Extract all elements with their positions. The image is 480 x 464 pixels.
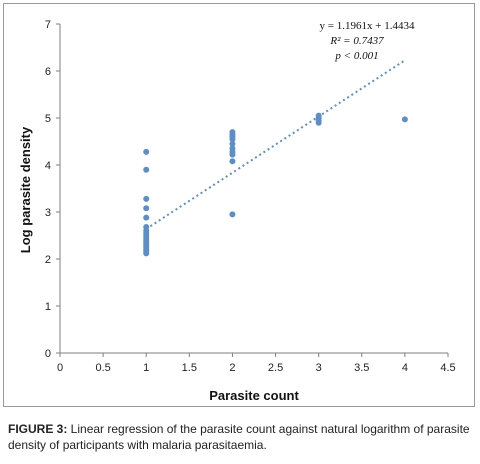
- regression-equation: y = 1.1961x + 1.4434: [320, 20, 415, 32]
- p-value-label: p < 0.001: [334, 50, 378, 62]
- x-tick-label: 2.5: [268, 362, 283, 374]
- y-tick-label: 6: [45, 66, 51, 78]
- data-point: [229, 140, 236, 147]
- data-point: [315, 119, 322, 126]
- x-tick-label: 2: [229, 362, 235, 374]
- x-axis-title: Parasite count: [209, 388, 299, 403]
- x-tick-label: 3.5: [354, 362, 369, 374]
- data-point: [143, 195, 150, 202]
- x-tick-label: 0.5: [95, 362, 110, 374]
- y-axis-title: Log parasite density: [18, 126, 33, 253]
- x-tick-label: 3: [316, 362, 322, 374]
- y-tick-label: 4: [45, 160, 51, 172]
- axes: 0 0.5 1 1.5 2 2.5 3 3.5 4 4.5 0 1 2 3 4 5 6 7: [45, 19, 456, 374]
- y-tick-label: 5: [45, 113, 51, 125]
- x-tick-label: 4: [402, 362, 408, 374]
- x-tick-label: 0: [57, 362, 63, 374]
- data-point: [229, 151, 236, 158]
- data-points: [143, 112, 408, 257]
- data-point: [229, 158, 236, 165]
- x-tick-label: 1.5: [182, 362, 197, 374]
- data-point: [143, 250, 150, 257]
- data-point: [229, 211, 236, 218]
- trendline-path: [145, 59, 406, 230]
- data-point: [143, 205, 150, 212]
- caption-text: Linear regression of the parasite count …: [8, 422, 470, 452]
- y-tick-label: 7: [45, 19, 51, 31]
- data-point: [143, 166, 150, 173]
- y-tick-label: 1: [45, 301, 51, 313]
- data-point: [143, 214, 150, 221]
- y-tick-label: 0: [45, 348, 51, 360]
- y-tick-label: 2: [45, 254, 51, 266]
- data-point: [143, 148, 150, 155]
- data-point: [229, 136, 236, 143]
- y-tick-label: 3: [45, 207, 51, 219]
- r-squared-label: R² = 0.7437: [329, 35, 384, 47]
- data-point: [401, 116, 408, 123]
- figure-frame: [3, 3, 475, 407]
- caption-label: FIGURE 3:: [8, 422, 68, 436]
- x-tick-label: 4.5: [440, 362, 455, 374]
- trendline: [145, 59, 406, 230]
- scatter-chart: 0 0.5 1 1.5 2 2.5 3 3.5 4 4.5 0 1 2 3 4 5 6 7 Parasite co…: [18, 19, 456, 403]
- figure-caption: FIGURE 3: Linear regression of the paras…: [8, 421, 474, 453]
- x-tick-label: 1: [143, 362, 149, 374]
